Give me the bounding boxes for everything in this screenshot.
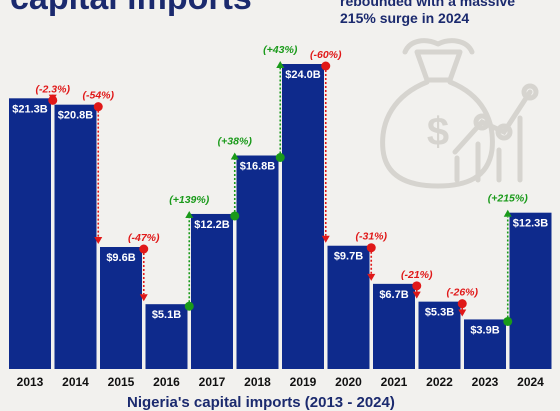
bar-value-label: $5.1B	[152, 309, 181, 321]
change-percent-label: (-21%)	[401, 269, 433, 281]
change-arrowhead	[458, 309, 467, 317]
change-arrowhead	[48, 94, 57, 102]
change-arrowhead	[503, 209, 512, 217]
bar-2013	[9, 98, 51, 369]
change-percent-label: (+215%)	[488, 193, 528, 205]
x-tick-label: 2015	[108, 375, 135, 389]
change-arrowhead	[139, 294, 148, 302]
bar-2018	[236, 155, 279, 369]
bar-value-label: $16.8B	[240, 161, 276, 173]
bar-value-label: $5.3B	[425, 307, 454, 319]
bar-value-label: $20.8B	[58, 110, 94, 122]
bar-value-label: $3.9B	[470, 324, 499, 336]
change-arrowhead	[276, 61, 285, 68]
change-percent-label: (-2.3%)	[36, 83, 71, 95]
change-percent-label: (-31%)	[355, 231, 387, 243]
bar-2020	[327, 245, 370, 369]
change-arrowhead	[412, 291, 421, 299]
bar-value-label: $6.7B	[379, 289, 408, 301]
change-percent-label: (-60%)	[310, 49, 342, 61]
bar-2019	[282, 64, 324, 369]
x-tick-label: 2016	[153, 375, 180, 389]
bar-value-label: $21.3B	[12, 103, 48, 115]
change-percent-label: (-26%)	[446, 287, 478, 299]
bar-2014	[54, 104, 97, 370]
change-percent-label: (+139%)	[169, 194, 209, 206]
bar-value-label: $9.6B	[106, 252, 135, 264]
x-tick-label: 2013	[17, 375, 44, 389]
x-tick-label: 2022	[426, 375, 453, 389]
change-arrowhead	[367, 273, 376, 281]
bar-value-label: $12.3B	[513, 218, 549, 230]
x-tick-label: 2014	[62, 375, 89, 389]
change-arrowhead	[185, 210, 194, 218]
bar-2015	[100, 247, 142, 369]
page-title: capital imports	[10, 0, 252, 18]
bar-2021	[373, 283, 415, 369]
trend-line-icon	[452, 83, 539, 183]
bar-2016	[145, 304, 188, 369]
bar-2023	[464, 319, 506, 369]
change-percent-label: (+38%)	[218, 136, 253, 148]
bar-value-label: $12.2B	[194, 219, 230, 231]
bar-value-label: $9.7B	[334, 251, 363, 263]
x-tick-label: 2018	[244, 375, 271, 389]
x-tick-label: 2017	[199, 375, 226, 389]
bar-2022	[418, 301, 461, 369]
bar-2017	[191, 213, 233, 369]
x-tick-label: 2020	[335, 375, 362, 389]
change-arrowhead	[94, 237, 103, 244]
bar-value-label: $24.0B	[285, 69, 321, 81]
subtitle-line-2: 215% surge in 2024	[340, 10, 470, 26]
x-tick-label: 2019	[290, 375, 317, 389]
x-tick-label: 2021	[381, 375, 408, 389]
bar-2024	[509, 212, 552, 369]
dollar-coin-icon: $	[427, 110, 449, 154]
subtitle-line-1: rebounded with a massive	[340, 0, 516, 9]
change-arrowhead	[321, 235, 330, 243]
chart-caption: Nigeria's capital imports (2013 - 2024)	[127, 394, 395, 411]
change-percent-label: (-54%)	[82, 90, 114, 102]
x-tick-label: 2024	[517, 375, 544, 389]
x-tick-label: 2023	[472, 375, 499, 389]
change-percent-label: (-47%)	[128, 232, 160, 244]
change-arrowhead	[230, 152, 239, 160]
page-subtitle: rebounded with a massive 215% surge in 2…	[340, 0, 515, 27]
change-percent-label: (+43%)	[263, 44, 298, 56]
